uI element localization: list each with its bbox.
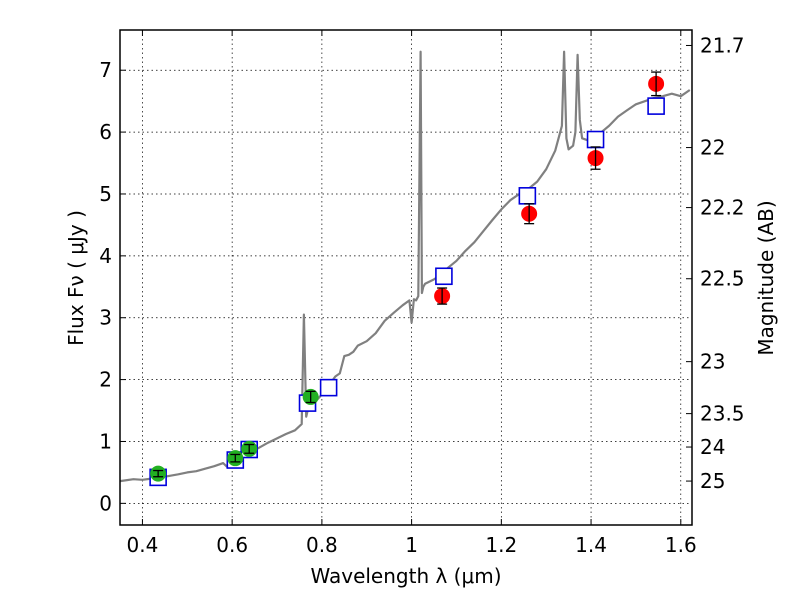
y2-tick-label: 22 xyxy=(700,136,725,160)
y-tick-label: 5 xyxy=(99,182,112,206)
x-tick-label: 1.4 xyxy=(575,533,607,557)
y2-axis-title: Magnitude (AB) xyxy=(754,200,778,355)
x-tick-label: 1 xyxy=(405,533,418,557)
spectrum-line xyxy=(119,50,691,483)
y-axis-title: Flux Fν ( μJy ) xyxy=(64,210,88,346)
axis-ticks: 0.4 0.6 0.8 1 1.2 1.4 1.60123456721.72222.222.… xyxy=(99,30,745,557)
plot-frame xyxy=(119,29,693,526)
y-tick-label: 3 xyxy=(99,306,112,330)
x-tick-label: 0.6 xyxy=(216,533,248,557)
x-axis-title: Wavelength λ (μm) xyxy=(310,564,501,588)
model-box xyxy=(319,378,338,397)
y2-tick-label: 24 xyxy=(700,435,725,459)
model-box-series xyxy=(149,97,665,487)
y2-tick-label: 21.7 xyxy=(700,33,745,57)
x-tick-label: 0.8 xyxy=(306,533,338,557)
y-tick-label: 7 xyxy=(99,58,112,82)
y-tick-label: 6 xyxy=(99,120,112,144)
x-tick-label: 0.4 xyxy=(127,533,159,557)
y-tick-label: 2 xyxy=(99,368,112,392)
y-tick-label: 1 xyxy=(99,429,112,453)
y2-tick-label: 22.2 xyxy=(700,196,745,220)
y2-tick-label: 22.5 xyxy=(700,267,745,291)
observed-point-series xyxy=(150,71,665,482)
grid-lines xyxy=(120,30,692,525)
x-tick-label: 1.2 xyxy=(485,533,517,557)
y-tick-label: 0 xyxy=(99,491,112,515)
model-box xyxy=(518,187,537,205)
x-tick-label: 1.6 xyxy=(665,533,697,557)
y2-tick-label: 25 xyxy=(700,469,725,493)
y-tick-label: 4 xyxy=(99,244,112,268)
model-box xyxy=(435,267,453,286)
y2-tick-label: 23 xyxy=(700,350,725,374)
y2-tick-label: 23.5 xyxy=(700,402,745,426)
spectrum-series xyxy=(119,50,691,483)
model-box xyxy=(586,130,605,149)
model-box xyxy=(647,97,665,115)
